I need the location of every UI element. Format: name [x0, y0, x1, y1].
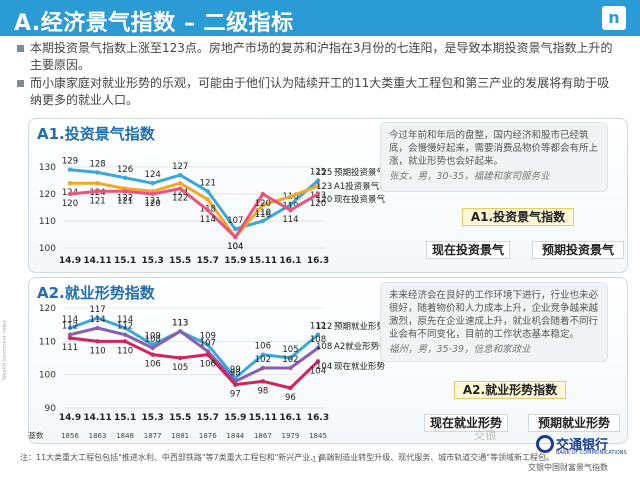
quote-source: 张女，男，30-35，福建和家司服务业 — [389, 171, 550, 182]
nielsen-logo-icon: n — [602, 6, 626, 30]
employment-index-box: A2.就业形势指数 — [454, 381, 566, 399]
employment-quote: 未来经济会在良好的工作环境下进行，行业也未必很好，随着物价和人力成本上升，企业竞… — [380, 282, 608, 362]
summary-bullets: 本期投资景气指数上涨至123点。房地产市场的复苏和沪指在3月份的七连阳，是导致本… — [16, 40, 616, 110]
current-employment-box: 现在就业形势 — [424, 414, 508, 432]
header-bar: A.经济景气指数 – 二级指标 n — [0, 0, 640, 36]
quote-source: 福州，男，35-39，信息和家政业 — [389, 344, 531, 355]
page-title: A.经济景气指数 – 二级指标 — [14, 11, 294, 36]
bank-name: 交通银行 — [556, 438, 609, 453]
investment-index-box: A1.投资景气指数 — [462, 208, 574, 226]
quote-text: 今过年前和年后的盘整，国内经济和股市已经筑底，会慢慢好起来，需要消费品物价等都会… — [389, 130, 599, 167]
page-number: 11 — [312, 455, 323, 464]
investment-chart-title: A1.投资景气指数 — [37, 125, 155, 143]
bullet-item: 而小康家庭对就业形势的乐观，可能由于他们认为陆续开工的11大类重大工程包和第三产… — [16, 75, 616, 109]
expected-investment-box: 预期投资景气 — [532, 241, 624, 259]
expected-employment-box: 预期就业形势 — [528, 414, 620, 432]
bank-subtitle: 交银中国财富景气指数 — [528, 463, 608, 472]
bank-logo-icon — [536, 435, 554, 453]
quote-text: 未来经济会在良好的工作环境下进行，行业也未必很好，随着物价和人力成本上升，企业竞… — [389, 290, 599, 340]
side-caption: Wealth Sentiment Index — [2, 320, 8, 381]
footnote: 注：11大类重大工程包包括"推进水利、中西部铁路"等7类重大工程包和"新兴产业、… — [20, 453, 554, 462]
employment-chart-title: A2.就业形势指数 — [37, 284, 155, 302]
bullet-item: 本期投资景气指数上涨至123点。房地产市场的复苏和沪指在3月份的七连阳，是导致本… — [16, 40, 616, 74]
bank-branding: 交通银行 BANK OF COMMUNICATIONS 交银中国财富景气指数 — [528, 432, 640, 480]
bank-english-name: BANK OF COMMUNICATIONS — [556, 450, 627, 456]
current-investment-box: 现在投资景气 — [426, 241, 510, 259]
watermark: 交银 — [474, 429, 496, 442]
investment-quote: 今过年前和年后的盘整，国内经济和股市已经筑底，会慢慢好起来，需要消费品物价等都会… — [380, 122, 608, 192]
